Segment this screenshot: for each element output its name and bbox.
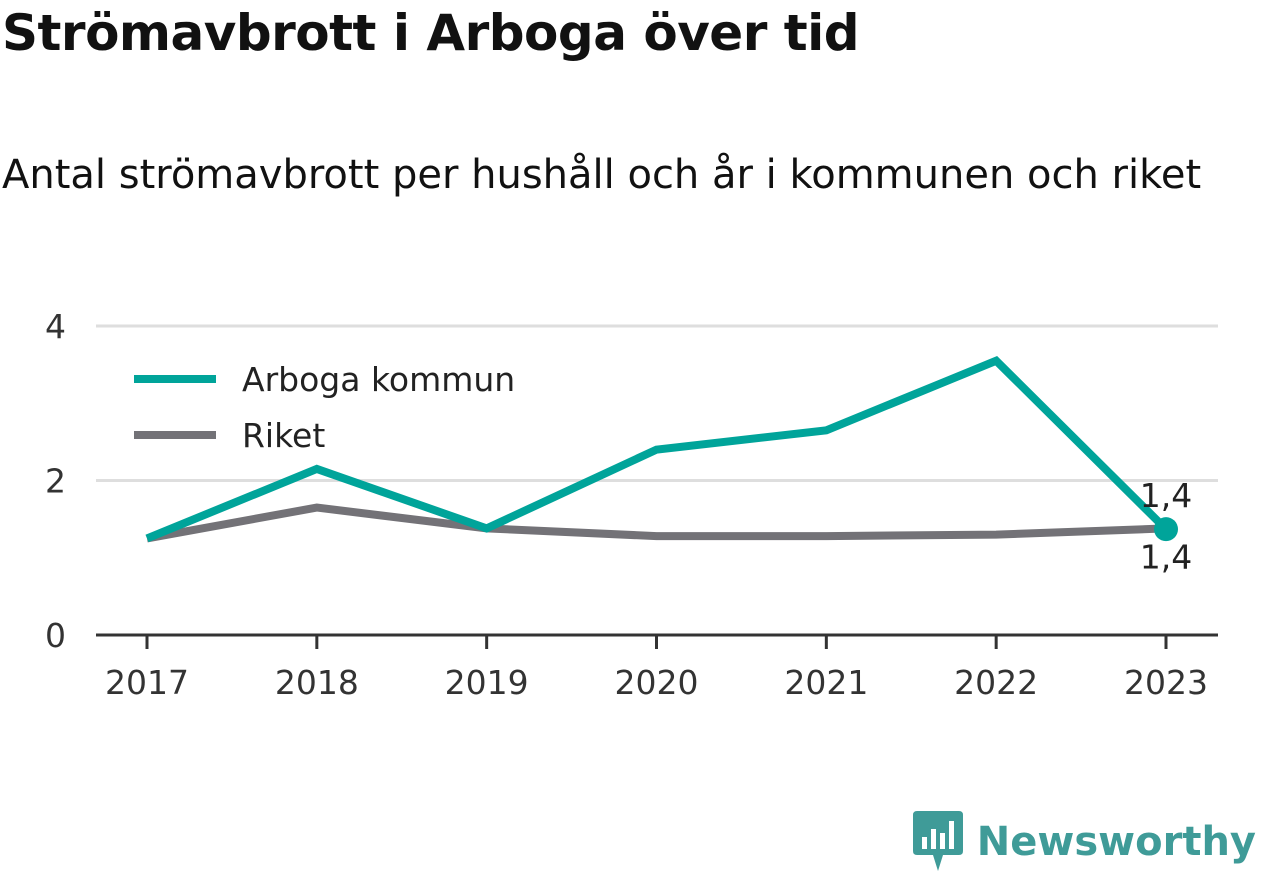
x-tick-label: 2022 bbox=[954, 663, 1038, 702]
end-data-label: 1,4 bbox=[1140, 476, 1192, 515]
x-tick-label: 2020 bbox=[615, 663, 699, 702]
end-point-marker bbox=[1154, 517, 1178, 542]
x-tick-label: 2019 bbox=[445, 663, 529, 702]
brand-name: Newsworthy bbox=[976, 819, 1256, 865]
legend-label: Arboga kommun bbox=[242, 360, 515, 399]
x-tick-label: 2023 bbox=[1124, 663, 1208, 702]
chart-subtitle: Antal strömavbrott per hushåll och år i … bbox=[2, 152, 1202, 198]
x-tick-label: 2021 bbox=[784, 663, 868, 702]
logo-shape bbox=[912, 811, 963, 871]
gridlines bbox=[96, 324, 1218, 482]
y-tick-label: 2 bbox=[45, 462, 66, 501]
series-line-riket bbox=[146, 503, 1167, 543]
data-labels: 1,4 1,4 bbox=[1140, 476, 1192, 576]
x-tick-label: 2017 bbox=[105, 663, 189, 702]
logo-bar bbox=[939, 833, 945, 849]
end-data-label: 1,4 bbox=[1140, 537, 1192, 576]
logo-bar bbox=[930, 829, 936, 849]
logo-bar bbox=[921, 837, 927, 849]
series-line-arboga-kommun bbox=[145, 356, 1169, 543]
series-lines bbox=[145, 356, 1169, 543]
y-tick-label: 4 bbox=[45, 307, 66, 346]
y-axis-ticks: 0 2 4 bbox=[45, 307, 66, 655]
legend-label: Riket bbox=[242, 416, 325, 455]
x-axis-ticks: 2017 2018 2019 2020 2021 2022 2023 bbox=[105, 635, 1208, 702]
legend: Arboga kommun Riket bbox=[134, 360, 515, 455]
series-markers bbox=[1154, 517, 1178, 542]
newsworthy-logo-icon bbox=[912, 811, 963, 871]
chart-title: Strömavbrott i Arboga över tid bbox=[2, 4, 860, 62]
y-tick-label: 0 bbox=[45, 616, 66, 655]
brand-logo: Newsworthy bbox=[912, 811, 1256, 873]
x-tick-label: 2018 bbox=[275, 663, 359, 702]
logo-bar bbox=[948, 821, 954, 849]
